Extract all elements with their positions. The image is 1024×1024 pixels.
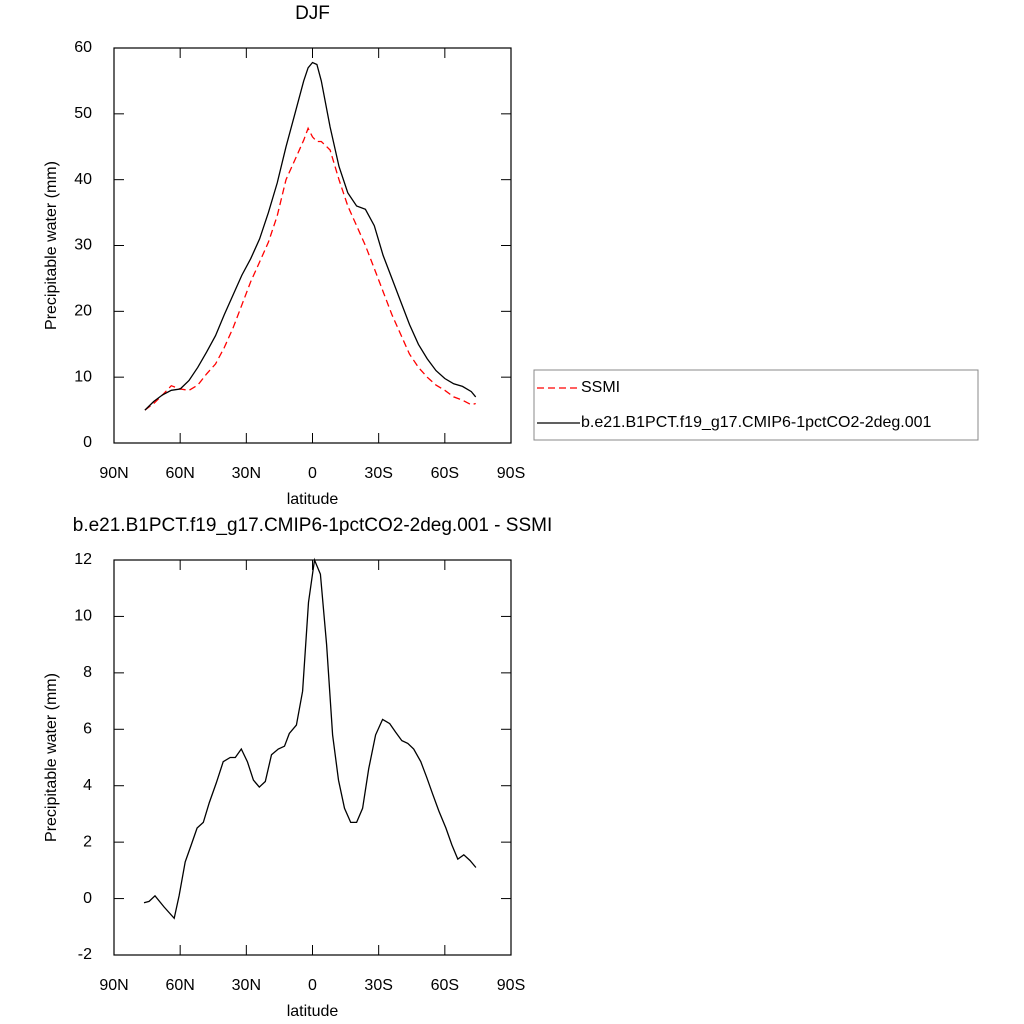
plot-frame (113, 47, 512, 444)
y-tick-label: 40 (74, 171, 92, 188)
x-tick-label: 30S (364, 977, 392, 994)
x-tick-label: 90S (497, 465, 525, 482)
legend-label: SSMI (581, 379, 620, 396)
x-tick-label: 0 (308, 465, 317, 482)
x-tick-label: 30N (232, 977, 261, 994)
x-axis-label: latitude (287, 1003, 339, 1020)
data-line (144, 126, 476, 411)
legend-label: b.e21.B1PCT.f19_g17.CMIP6-1pctCO2-2deg.0… (581, 414, 932, 431)
x-tick-label: 60S (431, 977, 459, 994)
legend-box (533, 369, 979, 441)
y-tick-label: 12 (74, 551, 92, 568)
x-tick-label: 60N (165, 465, 194, 482)
y-tick-label: 20 (74, 303, 92, 320)
x-tick-label: 90N (99, 977, 128, 994)
y-tick-label: 30 (74, 237, 92, 254)
y-tick-label: 8 (83, 664, 92, 681)
legend: SSMI b.e21.B1PCT.f19_g17.CMIP6-1pctCO2-2d… (533, 369, 979, 441)
y-tick-label: 0 (83, 434, 92, 451)
y-tick-label: 10 (74, 368, 92, 385)
y-tick-label: 50 (74, 105, 92, 122)
x-tick-label: 0 (308, 977, 317, 994)
y-axis-label: Precipitable water (mm) (43, 673, 60, 842)
y-tick-label: -2 (78, 946, 92, 963)
x-tick-label: 60N (165, 977, 194, 994)
y-tick-label: 2 (83, 833, 92, 850)
y-axis-label: Precipitable water (mm) (43, 161, 60, 330)
x-tick-label: 30N (232, 465, 261, 482)
plot-frame (113, 559, 512, 956)
data-line (144, 61, 477, 411)
y-tick-label: 4 (83, 777, 92, 794)
x-tick-label: 60S (431, 465, 459, 482)
y-tick-label: 0 (83, 890, 92, 907)
x-tick-label: 90S (497, 977, 525, 994)
y-tick-label: 60 (74, 39, 92, 56)
y-tick-label: 10 (74, 608, 92, 625)
x-axis-label: latitude (287, 491, 339, 508)
data-line (143, 557, 477, 920)
x-tick-label: 90N (99, 465, 128, 482)
chart-title: DJF (295, 3, 330, 24)
y-tick-label: 6 (83, 721, 92, 738)
x-tick-label: 30S (364, 465, 392, 482)
chart-title: b.e21.B1PCT.f19_g17.CMIP6-1pctCO2-2deg.0… (73, 515, 552, 536)
